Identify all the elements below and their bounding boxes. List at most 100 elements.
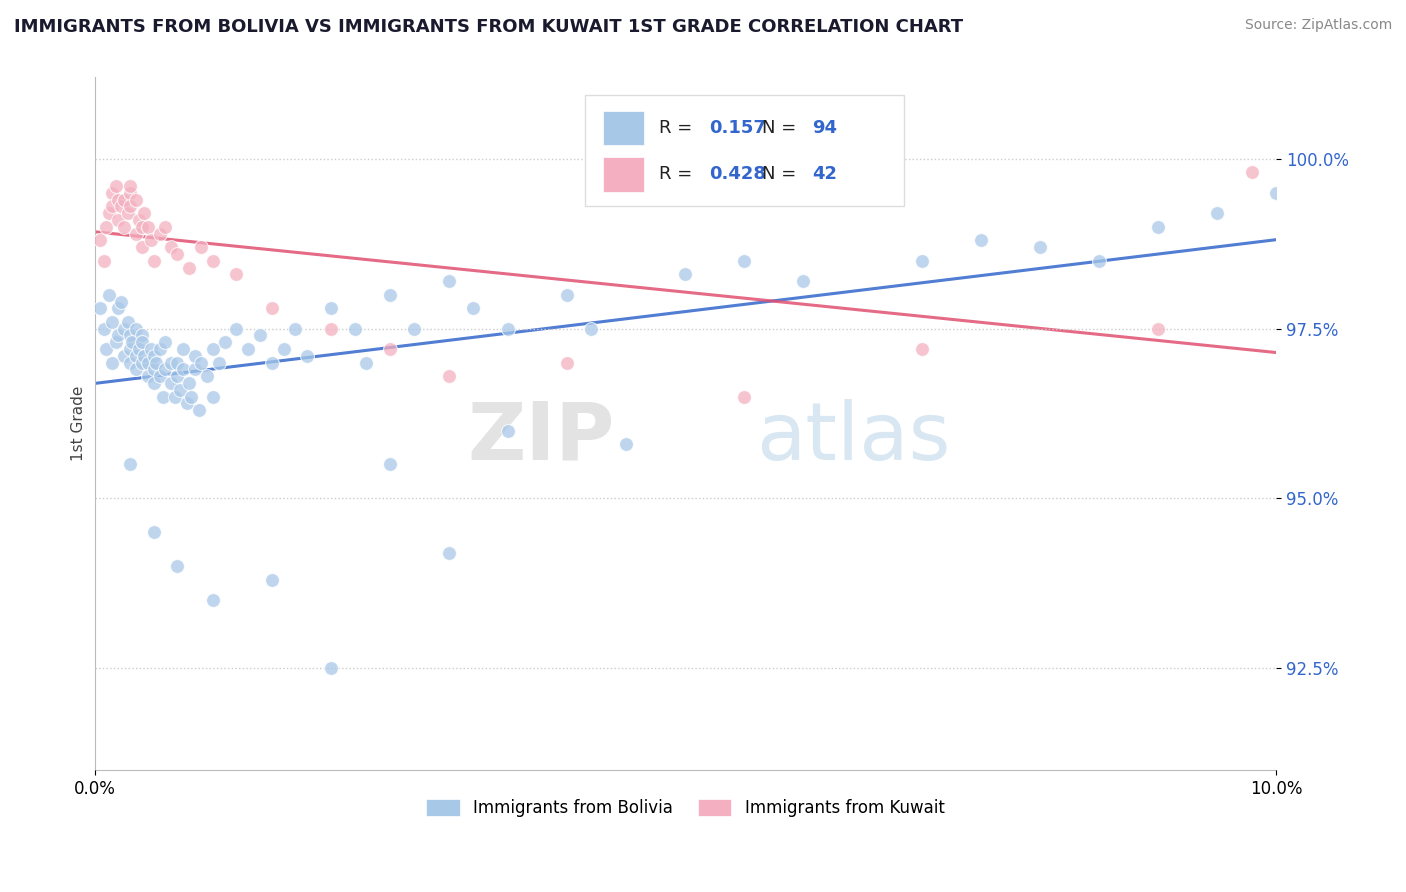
Point — [238, 342, 260, 356]
Point — [284, 321, 307, 335]
Point — [93, 253, 115, 268]
Point — [136, 356, 159, 370]
Point — [112, 193, 135, 207]
Point — [155, 362, 177, 376]
Point — [1265, 186, 1288, 200]
Point — [225, 268, 247, 282]
Point — [911, 253, 934, 268]
Point — [104, 179, 127, 194]
Point — [118, 342, 141, 356]
Point — [97, 287, 120, 301]
Point — [142, 349, 165, 363]
Point — [201, 593, 224, 607]
Point — [319, 301, 342, 316]
Point — [118, 328, 141, 343]
Point — [172, 342, 194, 356]
Point — [172, 362, 194, 376]
Point — [110, 294, 132, 309]
Point — [378, 458, 401, 472]
Point — [1241, 165, 1264, 179]
Point — [260, 573, 283, 587]
Point — [110, 199, 132, 213]
Point — [733, 253, 755, 268]
Point — [260, 356, 283, 370]
Point — [166, 247, 188, 261]
Text: atlas: atlas — [756, 399, 950, 476]
Point — [166, 559, 188, 574]
Point — [733, 390, 755, 404]
Point — [128, 213, 150, 227]
Point — [89, 234, 111, 248]
Point — [112, 349, 135, 363]
Point — [148, 342, 170, 356]
Point — [131, 335, 153, 350]
Point — [125, 227, 148, 241]
Point — [142, 362, 165, 376]
Point — [176, 396, 198, 410]
Text: N =: N = — [762, 119, 803, 137]
Point — [1029, 240, 1052, 254]
Point — [673, 268, 696, 282]
Point — [496, 424, 519, 438]
Point — [201, 342, 224, 356]
Point — [141, 234, 163, 248]
Text: IMMIGRANTS FROM BOLIVIA VS IMMIGRANTS FROM KUWAIT 1ST GRADE CORRELATION CHART: IMMIGRANTS FROM BOLIVIA VS IMMIGRANTS FR… — [14, 18, 963, 36]
Point — [319, 661, 342, 675]
Y-axis label: 1st Grade: 1st Grade — [72, 386, 86, 461]
Point — [970, 234, 993, 248]
Point — [134, 206, 156, 220]
Point — [911, 342, 934, 356]
Point — [117, 315, 139, 329]
Point — [136, 369, 159, 384]
Legend: Immigrants from Bolivia, Immigrants from Kuwait: Immigrants from Bolivia, Immigrants from… — [419, 792, 950, 824]
Bar — [603, 157, 644, 192]
Point — [555, 356, 578, 370]
Point — [614, 437, 637, 451]
Point — [128, 342, 150, 356]
Point — [437, 546, 460, 560]
Point — [163, 390, 186, 404]
Point — [155, 219, 177, 234]
Point — [496, 321, 519, 335]
Point — [125, 362, 148, 376]
Point — [93, 321, 115, 335]
Point — [131, 219, 153, 234]
Point — [1147, 219, 1170, 234]
Point — [461, 301, 484, 316]
Point — [101, 356, 124, 370]
Point — [131, 328, 153, 343]
Point — [190, 356, 212, 370]
Point — [101, 199, 124, 213]
Point — [225, 321, 247, 335]
Text: N =: N = — [762, 165, 803, 184]
Point — [118, 179, 141, 194]
Point — [112, 219, 135, 234]
Point — [131, 240, 153, 254]
Point — [437, 369, 460, 384]
Point — [107, 301, 129, 316]
Point — [201, 253, 224, 268]
Point — [177, 376, 200, 390]
Point — [141, 342, 163, 356]
Point — [148, 369, 170, 384]
Point — [118, 356, 141, 370]
Point — [208, 356, 231, 370]
Point — [260, 301, 283, 316]
Point — [96, 342, 118, 356]
Point — [166, 369, 188, 384]
Text: R =: R = — [659, 119, 699, 137]
Point — [378, 342, 401, 356]
Point — [131, 356, 153, 370]
Point — [555, 287, 578, 301]
Point — [166, 356, 188, 370]
Point — [125, 321, 148, 335]
Point — [107, 328, 129, 343]
Point — [145, 356, 167, 370]
Point — [112, 321, 135, 335]
Point — [155, 335, 177, 350]
Point — [184, 362, 207, 376]
Point — [214, 335, 236, 350]
Point — [187, 403, 209, 417]
Point — [97, 206, 120, 220]
Point — [378, 287, 401, 301]
